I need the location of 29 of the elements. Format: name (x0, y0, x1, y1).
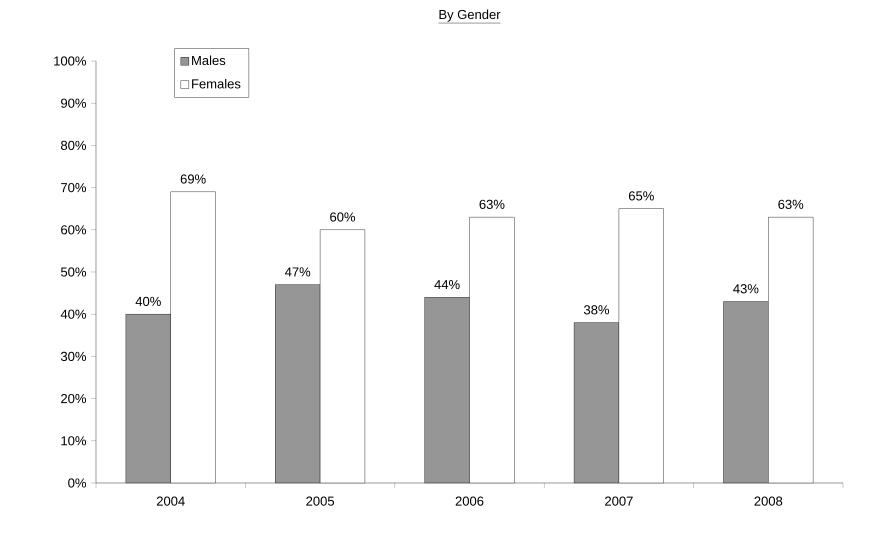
y-tick-label: 70% (61, 182, 86, 192)
x-tick-label: 2007 (605, 496, 633, 506)
y-tick-label: 30% (60, 352, 86, 361)
legend-label: Males (192, 56, 226, 66)
y-tick-label: 90% (61, 98, 86, 108)
x-tick-label: 2008 (754, 496, 782, 506)
y-tick-label: 40% (60, 310, 86, 319)
x-tick-label: 2004 (156, 496, 185, 506)
y-tick-label: 100% (54, 56, 86, 66)
chart-title: By Gender (440, 10, 500, 22)
y-tick-label: 0% (68, 478, 86, 488)
data-label: 44% (434, 280, 460, 290)
x-tick-label: 2005 (306, 496, 334, 506)
y-tick-label: 20% (61, 394, 86, 404)
y-tick-label: 10% (61, 436, 86, 446)
data-label: 65% (628, 191, 654, 200)
data-label: 43% (733, 284, 758, 294)
y-tick-label: 50% (60, 267, 86, 277)
y-tick-label: 80% (61, 140, 86, 150)
legend-label: Females (192, 78, 240, 88)
data-label: 40% (136, 296, 161, 306)
data-label: 63% (480, 200, 504, 209)
x-tick-label: 2006 (456, 496, 484, 506)
data-label: 47% (284, 267, 310, 276)
y-tick-label: 60% (61, 225, 86, 234)
data-label: 38% (584, 305, 610, 314)
data-label: 60% (330, 212, 356, 222)
data-label: 63% (778, 200, 804, 209)
data-label: 69% (180, 174, 206, 184)
